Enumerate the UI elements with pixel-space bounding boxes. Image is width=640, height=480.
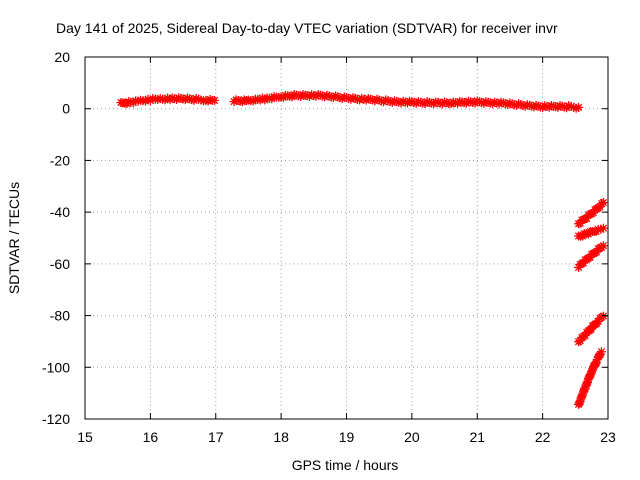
data-point bbox=[596, 347, 606, 357]
data-point bbox=[574, 102, 584, 112]
x-tick-label: 22 bbox=[535, 429, 551, 445]
data-point bbox=[580, 331, 590, 341]
data-segment bbox=[574, 198, 608, 229]
y-tick-label: -60 bbox=[50, 256, 70, 272]
data-segment bbox=[574, 223, 608, 241]
x-tick-label: 19 bbox=[339, 429, 355, 445]
x-tick-label: 18 bbox=[273, 429, 289, 445]
y-tick-label: -20 bbox=[50, 152, 70, 168]
x-tick-label: 20 bbox=[404, 429, 420, 445]
x-tick-label: 16 bbox=[143, 429, 159, 445]
data-point bbox=[598, 311, 608, 321]
data-point bbox=[209, 95, 219, 105]
x-tick-label: 17 bbox=[208, 429, 224, 445]
y-tick-label: 20 bbox=[54, 49, 70, 65]
data-point bbox=[598, 241, 608, 251]
x-tick-label: 21 bbox=[469, 429, 485, 445]
y-tick-label: -40 bbox=[50, 204, 70, 220]
data-point bbox=[598, 223, 608, 233]
y-tick-label: -80 bbox=[50, 308, 70, 324]
chart-title: Day 141 of 2025, Sidereal Day-to-day VTE… bbox=[56, 20, 558, 36]
x-tick-label: 23 bbox=[600, 429, 616, 445]
grid-layer bbox=[85, 57, 608, 419]
data-segment bbox=[574, 347, 606, 409]
tick-layer bbox=[84, 56, 609, 420]
label-layer: 15 16 17 18 19 20 21 22 23 20 0 -20 -40 -60 -80 -100 -12… bbox=[42, 49, 616, 445]
data-layer bbox=[116, 89, 608, 409]
x-axis-title: GPS time / hours bbox=[292, 457, 399, 473]
y-axis-title: SDTVAR / TECUs bbox=[6, 182, 22, 294]
y-tick-label: -120 bbox=[42, 411, 70, 427]
y-tick-label: -100 bbox=[42, 359, 70, 375]
data-segment bbox=[116, 93, 219, 109]
data-point bbox=[598, 198, 608, 208]
data-segment bbox=[229, 89, 584, 113]
y-tick-label: 0 bbox=[62, 101, 70, 117]
data-series bbox=[116, 89, 608, 409]
data-segment bbox=[574, 241, 608, 272]
x-tick-label: 15 bbox=[77, 429, 93, 445]
